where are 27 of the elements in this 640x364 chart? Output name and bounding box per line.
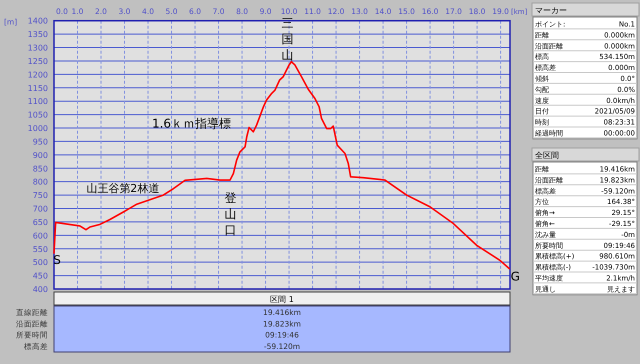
y-tick-label: 1250	[28, 56, 48, 66]
y-tick-label: 850	[32, 164, 48, 174]
y-tick-label: 1150	[28, 84, 48, 93]
y-tick-label: 500	[32, 258, 48, 268]
annotation: G	[510, 270, 520, 284]
y-tick-label: 400	[32, 285, 48, 294]
y-tick-label: 1050	[28, 110, 48, 120]
y-tick-label: 450	[32, 272, 48, 281]
y-tick-label: 900	[32, 150, 48, 160]
y-tick-label: 1200	[28, 70, 48, 80]
text: マーカー	[535, 6, 567, 15]
text: 全区間	[535, 151, 559, 160]
y-tick-label: 700	[32, 204, 48, 214]
y-tick-label: 550	[32, 244, 48, 254]
y-tick-label: 1100	[28, 97, 48, 106]
y-tick-label: 950	[32, 137, 48, 146]
y-tick-label: 650	[32, 218, 48, 227]
y-tick-label: 750	[32, 191, 48, 200]
y-tick-label: 1400	[28, 16, 48, 26]
y-tick-label: 600	[32, 231, 48, 240]
y-tick-label: 1300	[28, 44, 48, 53]
annotation: 1.6ｋｍ指導標	[152, 116, 232, 130]
y-tick-label: 800	[32, 178, 48, 187]
y-tick-label: 1350	[28, 30, 48, 40]
y-tick-label: 1000	[28, 124, 48, 134]
annotation: 山王谷第2林道	[86, 182, 160, 196]
text: 区間 1	[270, 295, 294, 304]
